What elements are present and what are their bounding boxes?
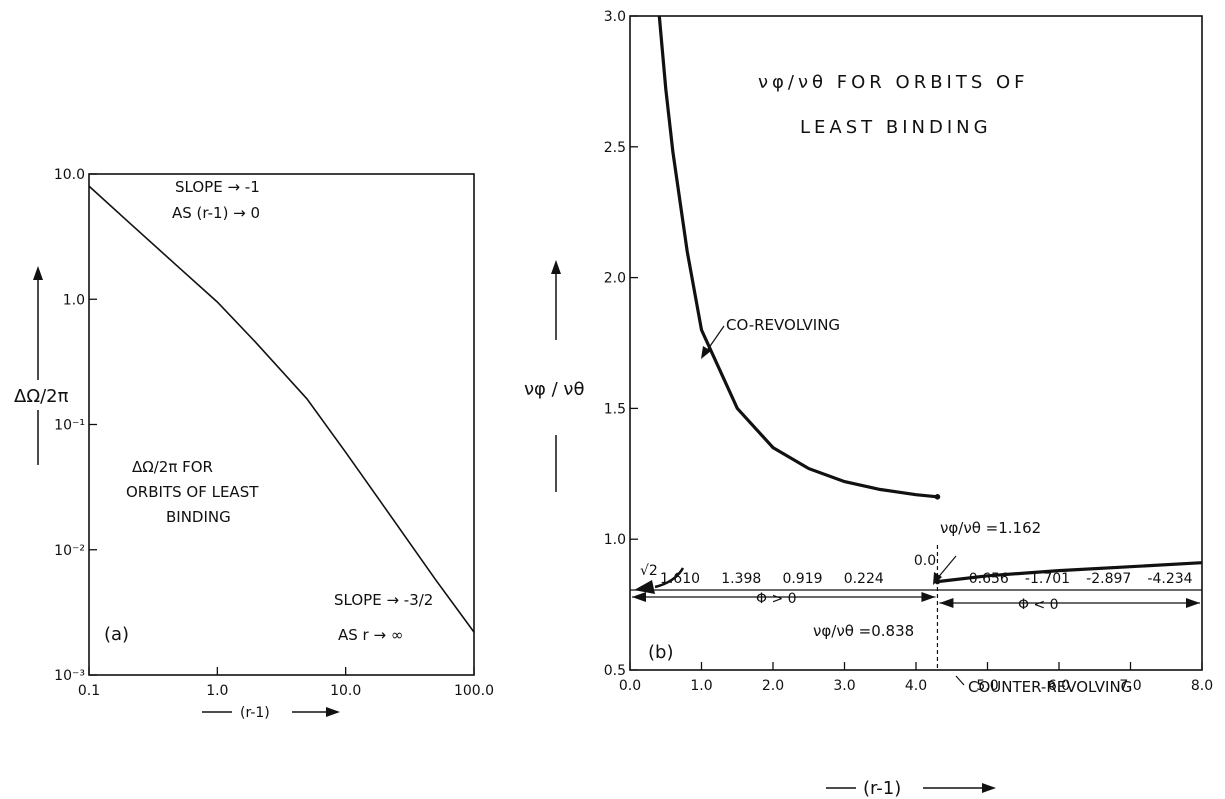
- panel-a-x-tick-label: 0.1: [78, 683, 100, 699]
- phi-positive-label: Φ > 0: [756, 591, 797, 607]
- phi-scale-label: 1.398: [721, 571, 761, 587]
- co-revolving-curve: [657, 15, 938, 499]
- panel-a-label: (a): [104, 624, 129, 645]
- panel-b-x-tick-label: 5.0: [976, 678, 998, 694]
- panel-a-slope-note-2: AS (r-1) → 0: [172, 204, 260, 222]
- co-revolving-label: CO-REVOLVING: [726, 316, 840, 334]
- panel-b-x-tick-label: 4.0: [905, 678, 927, 694]
- panel-b-x-arrowhead: [982, 783, 996, 793]
- panel-b-x-tick-label: 1.0: [690, 678, 712, 694]
- panel-a-slope-note-1: SLOPE → -1: [175, 178, 260, 196]
- phi-positive-arrowhead-right: [921, 592, 936, 602]
- panel-a-y-tick-label: 10.0: [54, 167, 85, 183]
- panel-b-y-tick-label: 1.5: [604, 401, 626, 417]
- panel-a-x-ticks: 0.1 1.0 10.0 100.0: [78, 667, 494, 699]
- phi-scale-label: 1.610: [660, 571, 700, 587]
- panel-a-y-tick-label: 10⁻¹: [54, 418, 85, 434]
- panel-b-y-tick-label: 3.0: [604, 9, 626, 25]
- panel-a-slope-note-4: AS r → ∞: [338, 626, 403, 644]
- panel-b-title-line-1: νφ/νθ FOR ORBITS OF: [758, 72, 1029, 93]
- panel-a-y-ticks: 10⁻³ 10⁻² 10⁻¹ 1.0 10.0: [54, 167, 97, 684]
- panel-b-x-ticks: 0.0 1.0 2.0 3.0 4.0 5.0 6.0 7.0 8.0: [619, 662, 1213, 694]
- panel-b-x-tick-label: 2.0: [762, 678, 784, 694]
- panel-b-x-tick-label: 3.0: [833, 678, 855, 694]
- counter-revolving-curve: [937, 561, 1203, 584]
- panel-a-slope-note-3: SLOPE → -3/2: [334, 591, 433, 609]
- panel-b: 0.5 1.0 1.5 2.0 2.5 3.0 0.0 1.0 2.0 3.0 4.0 5.0 6.0…: [524, 9, 1213, 799]
- co-revolving-pointer-head: [701, 346, 711, 359]
- panel-b-y-tick-label: 0.5: [604, 663, 626, 679]
- panel-b-y-tick-label: 1.0: [604, 532, 626, 548]
- panel-a-x-tick-label: 10.0: [330, 683, 361, 699]
- panel-a-title-line-3: BINDING: [166, 508, 231, 526]
- panel-a-y-tick-label: 1.0: [63, 292, 85, 308]
- panel-a-x-arrowhead: [326, 707, 340, 717]
- phi-negative-arrowhead-right: [1186, 598, 1200, 608]
- sqrt2-arrowhead: [634, 580, 655, 594]
- panel-a: 10⁻³ 10⁻² 10⁻¹ 1.0 10.0 0.1 1.0 10.0 100.0 ΔΩ/2…: [14, 167, 494, 721]
- panel-b-y-tick-label: 2.0: [604, 271, 626, 287]
- panel-b-x-tick-label: 6.0: [1048, 678, 1070, 694]
- panel-b-y-ticks: 0.5 1.0 1.5 2.0 2.5 3.0: [604, 9, 638, 679]
- panel-b-label: (b): [648, 642, 673, 663]
- phi-positive-arrowhead-left: [632, 592, 646, 602]
- phi-scale-label: -2.897: [1086, 571, 1131, 587]
- panel-a-xlabel: (r-1): [240, 705, 270, 721]
- co-revolving-endpoint: [934, 494, 941, 500]
- panel-a-x-tick-label: 1.0: [206, 683, 228, 699]
- phi-scale-label: -4.234: [1147, 571, 1192, 587]
- panel-b-x-tick-label: 8.0: [1191, 678, 1213, 694]
- co-revolving-pointer: [705, 325, 725, 353]
- panel-b-x-tick-label: 7.0: [1119, 678, 1141, 694]
- phi-scale-label: 0.224: [844, 571, 884, 587]
- ratio-low-label: νφ/νθ =0.838: [813, 622, 914, 640]
- panel-a-title-line-1: ΔΩ/2π FOR: [132, 458, 213, 476]
- phi-scale-label: 0.919: [782, 571, 822, 587]
- panel-b-ylabel: νφ / νθ: [524, 379, 585, 400]
- panel-a-y-arrowhead: [33, 266, 43, 280]
- panel-a-y-tick-label: 10⁻³: [54, 668, 85, 684]
- panel-a-x-tick-label: 100.0: [454, 683, 494, 699]
- panel-b-xlabel: (r-1): [863, 778, 901, 799]
- phi-scale-label: 0.0: [914, 553, 936, 569]
- panel-b-title-line-2: LEAST BINDING: [800, 117, 992, 138]
- counter-revolving-pointer: [955, 675, 965, 686]
- ratio-high-label: νφ/νθ =1.162: [940, 519, 1041, 537]
- sqrt2-label: √2: [640, 563, 658, 579]
- counter-revolving-label: COUNTER-REVOLVING: [968, 678, 1132, 696]
- panel-b-y-arrowhead: [551, 260, 561, 274]
- sqrt2-pointer: [654, 567, 685, 589]
- panel-a-y-tick-label: 10⁻²: [54, 543, 85, 559]
- panel-b-x-tick-label: 0.0: [619, 678, 641, 694]
- panel-b-y-tick-label: 2.5: [604, 140, 626, 156]
- phi-scale-label: -1.701: [1025, 571, 1070, 587]
- phi-negative-label: Φ < 0: [1018, 597, 1059, 613]
- panel-a-ylabel: ΔΩ/2π: [14, 386, 69, 407]
- panel-a-series-line: [88, 185, 475, 633]
- phi-negative-arrowhead-left: [939, 598, 954, 608]
- panel-a-title-line-2: ORBITS OF LEAST: [126, 483, 259, 501]
- phi-zero-pointer-head: [933, 572, 942, 585]
